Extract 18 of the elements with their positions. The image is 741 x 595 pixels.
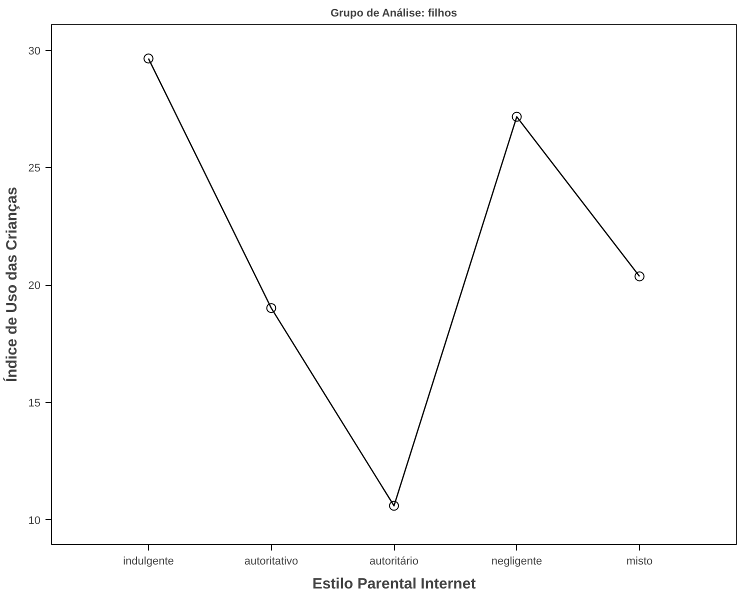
point <box>266 303 276 314</box>
y-tick-label: 25 <box>28 162 41 175</box>
point <box>512 112 522 122</box>
y-tick-label: 15 <box>28 397 41 410</box>
point <box>143 54 154 64</box>
y-tick-label: 30 <box>28 45 41 58</box>
x-axis-title: Estilo Parental Internet <box>312 576 476 592</box>
chart-title: Grupo de Análise: filhos <box>330 8 458 20</box>
x-tick-label: negligente <box>491 556 542 568</box>
x-tick-label: autoritativo <box>244 556 298 568</box>
x-tick-label: misto <box>626 556 653 568</box>
point <box>389 500 399 511</box>
y-tick-label: 10 <box>28 514 41 527</box>
x-tick-label: autoritário <box>370 556 418 568</box>
y-axis-title: Índice de Uso das Crianças <box>2 186 20 382</box>
y-tick-label: 20 <box>28 280 41 292</box>
point <box>634 271 645 282</box>
x-tick-label: indulgente <box>123 556 174 568</box>
